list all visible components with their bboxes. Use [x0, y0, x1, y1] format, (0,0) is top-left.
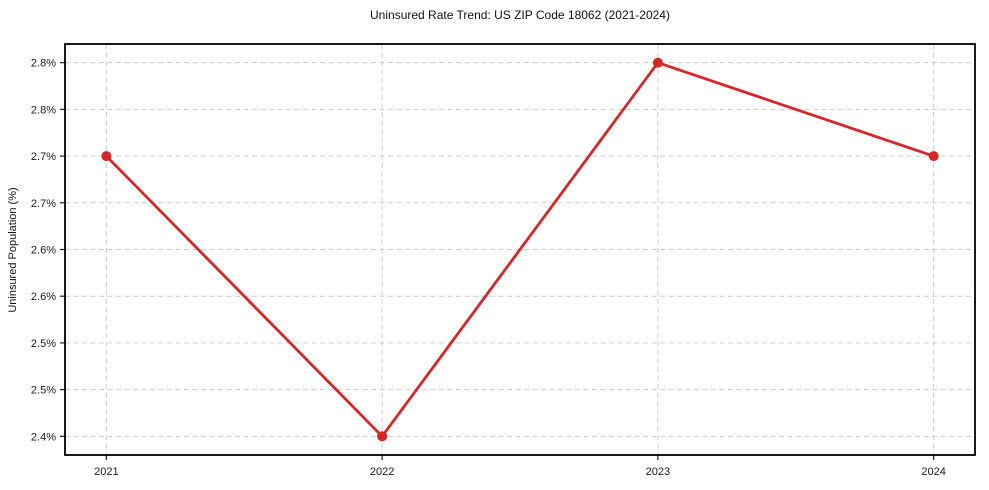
y-tick-label: 2.7% — [31, 151, 56, 163]
y-tick-label: 2.8% — [31, 58, 56, 70]
y-tick-label: 2.5% — [31, 385, 56, 397]
trend-line — [104, 61, 936, 438]
y-tick-label: 2.8% — [31, 104, 56, 116]
data-point-marker — [377, 431, 388, 442]
y-tick-label: 2.6% — [31, 245, 56, 257]
plot-frame — [64, 43, 976, 456]
y-tick-label: 2.6% — [31, 291, 56, 303]
y-tick-label: 2.7% — [31, 198, 56, 210]
y-tick-label: 2.5% — [31, 338, 56, 350]
x-tick-label: 2024 — [921, 466, 945, 478]
x-tick-label: 2023 — [646, 466, 670, 478]
data-point-marker — [928, 151, 939, 162]
y-tick-label: 2.4% — [31, 431, 56, 443]
chart-title: Uninsured Rate Trend: US ZIP Code 18062 … — [370, 8, 670, 22]
x-tick-label: 2022 — [370, 466, 394, 478]
data-point-marker — [101, 151, 112, 162]
x-tick-label: 2021 — [94, 466, 118, 478]
data-point-marker — [652, 57, 663, 68]
